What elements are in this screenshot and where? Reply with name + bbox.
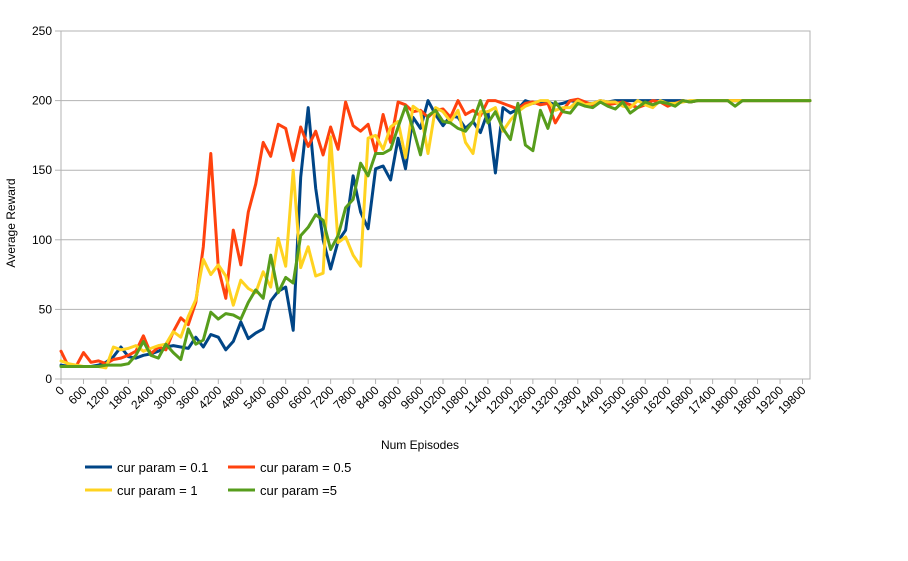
y-tick-label: 0 [45, 372, 52, 386]
y-tick-label: 250 [32, 24, 52, 38]
x-tick-label: 9000 [375, 383, 404, 412]
x-tick-label: 4800 [218, 383, 247, 412]
plot-area [60, 30, 811, 380]
series-line-1 [59, 99, 812, 368]
y-tick-label: 150 [32, 163, 52, 177]
x-tick-label: 3000 [151, 383, 180, 412]
legend-label: cur param = 0.5 [260, 460, 351, 475]
series-line-2 [59, 97, 812, 368]
x-tick-label: 7200 [308, 383, 337, 412]
x-tick-label: 2400 [128, 383, 157, 412]
x-tick-label: 1200 [83, 383, 112, 412]
legend-item-1: cur param = 0.1 [85, 460, 208, 475]
x-tick-label: 3600 [173, 383, 202, 412]
x-tick-label: 6600 [286, 383, 315, 412]
legend-item-2: cur param = 0.5 [228, 460, 351, 475]
x-tick-label: 0 [52, 383, 67, 398]
gridlines [61, 30, 810, 380]
x-axis-title: Num Episodes [381, 438, 459, 452]
y-tick-label: 200 [32, 94, 52, 108]
x-tick-label: 5400 [241, 383, 270, 412]
legend-item-3: cur param = 1 [85, 483, 198, 498]
y-tick-label: 50 [39, 302, 53, 316]
series-line-4 [59, 99, 812, 368]
x-tick-label: 6000 [263, 383, 292, 412]
x-tick-label: 4200 [196, 383, 225, 412]
series-line-3 [59, 99, 812, 370]
x-tick-label: 7800 [330, 383, 359, 412]
legend-item-4: cur param =5 [228, 483, 337, 498]
series-lines [59, 97, 812, 370]
y-tick-label: 100 [32, 233, 52, 247]
x-axis-ticks: 0600120018002400300036004200480054006000… [52, 379, 809, 417]
y-axis-ticks: 0 50 100 150 200 250 [32, 24, 61, 386]
y-axis-title: Average Reward [4, 178, 18, 267]
x-tick-label: 8400 [353, 383, 382, 412]
legend: cur param = 0.1 cur param = 0.5 cur param … [85, 460, 351, 498]
legend-label: cur param =5 [260, 483, 337, 498]
legend-label: cur param = 0.1 [117, 460, 208, 475]
legend-label: cur param = 1 [117, 483, 198, 498]
x-tick-label: 1800 [106, 383, 135, 412]
